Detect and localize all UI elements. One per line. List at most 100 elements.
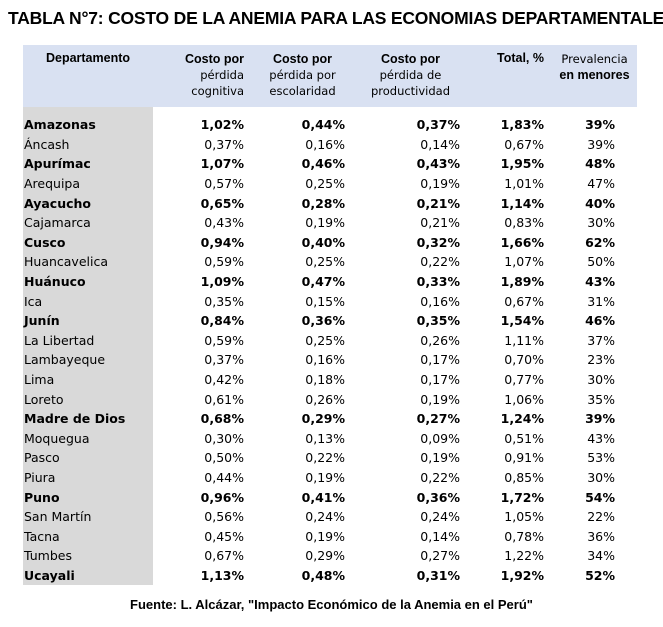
cell-prevalencia: 30% [587, 215, 615, 231]
cell-prevalencia: 40% [585, 195, 615, 211]
cell-departamento: Ica [23, 291, 153, 311]
cell-costo-escolaridad: 0,25% [305, 176, 345, 192]
table-row: Huancavelica 0,59% 0,25% 0,22% 1,07% 50% [23, 252, 637, 272]
cell-costo-productividad: 0,22% [420, 254, 460, 270]
cell-costo-cognitiva: 1,09% [200, 274, 244, 290]
cell-prevalencia: 43% [585, 274, 615, 290]
cell-costo-escolaridad: 0,47% [301, 274, 345, 290]
cell-costo-escolaridad: 0,13% [305, 430, 345, 446]
cell-costo-escolaridad: 0,24% [305, 509, 345, 525]
table-row: Puno 0,96% 0,41% 0,36% 1,72% 54% [23, 487, 637, 507]
cell-departamento: Lambayeque [23, 350, 153, 370]
table-row: Tumbes 0,67% 0,29% 0,27% 1,22% 34% [23, 546, 637, 566]
cell-total: 1,83% [500, 117, 544, 133]
cell-departamento: Ucayali [23, 565, 153, 586]
cell-prevalencia: 50% [587, 254, 615, 270]
cell-costo-productividad: 0,17% [420, 352, 460, 368]
cell-costo-cognitiva: 0,84% [200, 313, 244, 329]
cell-costo-productividad: 0,21% [420, 215, 460, 231]
cell-costo-escolaridad: 0,28% [301, 195, 345, 211]
cell-costo-productividad: 0,43% [416, 156, 460, 172]
cell-costo-cognitiva: 0,42% [204, 372, 244, 388]
table-row: Junín 0,84% 0,36% 0,35% 1,54% 46% [23, 310, 637, 331]
cell-costo-escolaridad: 0,44% [301, 117, 345, 133]
cell-total: 1,22% [504, 548, 544, 564]
cell-costo-escolaridad: 0,29% [305, 548, 345, 564]
cell-costo-productividad: 0,27% [416, 411, 460, 427]
cell-departamento: Junín [23, 310, 153, 331]
cell-costo-productividad: 0,26% [420, 332, 460, 348]
table-body: Amazonas 1,02% 0,44% 0,37% 1,83% 39% Áncash 0,3… [23, 107, 637, 586]
cell-costo-cognitiva: 1,13% [200, 567, 244, 583]
cell-departamento: Apurímac [23, 154, 153, 174]
table-row: San Martín 0,56% 0,24% 0,24% 1,05% 22% [23, 506, 637, 527]
table-row: Pasco 0,50% 0,22% 0,19% 0,91% 53% [23, 448, 637, 468]
table-row: Ayacucho 0,65% 0,28% 0,21% 1,14% 40% [23, 193, 637, 213]
table-row: La Libertad 0,59% 0,25% 0,26% 1,11% 37% [23, 330, 637, 351]
header-departamento: Departamento [23, 45, 153, 107]
spacer-row [23, 107, 637, 115]
cell-costo-cognitiva: 0,59% [204, 254, 244, 270]
cell-prevalencia: 43% [587, 430, 615, 446]
cell-costo-escolaridad: 0,19% [305, 469, 345, 485]
table-row: Cusco 0,94% 0,40% 0,32% 1,66% 62% [23, 232, 637, 253]
cell-costo-cognitiva: 1,07% [200, 156, 244, 172]
cell-costo-productividad: 0,16% [420, 293, 460, 309]
cell-prevalencia: 46% [585, 313, 615, 329]
cell-departamento: Puno [23, 487, 153, 507]
cell-total: 0,85% [504, 469, 544, 485]
cell-prevalencia: 39% [587, 136, 615, 152]
cell-departamento: Amazonas [23, 115, 153, 135]
cell-costo-escolaridad: 0,16% [305, 136, 345, 152]
table-row: Ica 0,35% 0,15% 0,16% 0,67% 31% [23, 291, 637, 311]
table-row: Áncash 0,37% 0,16% 0,14% 0,67% 39% [23, 134, 637, 155]
cell-departamento: Moquegua [23, 428, 153, 449]
cell-total: 0,83% [504, 215, 544, 231]
cell-prevalencia: 30% [587, 469, 615, 485]
cell-costo-escolaridad: 0,16% [305, 352, 345, 368]
cell-costo-escolaridad: 0,15% [305, 293, 345, 309]
cell-prevalencia: 52% [585, 567, 615, 583]
table-row: Ucayali 1,13% 0,48% 0,31% 1,92% 52% [23, 565, 637, 586]
cell-prevalencia: 35% [587, 391, 615, 407]
cell-costo-productividad: 0,32% [416, 234, 460, 250]
cell-costo-cognitiva: 0,45% [204, 528, 244, 544]
source-note: Fuente: L. Alcázar, "Impacto Económico d… [130, 597, 533, 612]
cell-costo-cognitiva: 0,57% [204, 176, 244, 192]
cell-costo-productividad: 0,14% [420, 136, 460, 152]
cell-prevalencia: 54% [585, 489, 615, 505]
cell-costo-productividad: 0,21% [416, 195, 460, 211]
cell-costo-cognitiva: 0,65% [200, 195, 244, 211]
cell-costo-escolaridad: 0,29% [301, 411, 345, 427]
cell-total: 1,89% [500, 274, 544, 290]
table-row: Amazonas 1,02% 0,44% 0,37% 1,83% 39% [23, 115, 637, 135]
cell-total: 1,92% [500, 567, 544, 583]
cell-costo-escolaridad: 0,41% [301, 489, 345, 505]
cell-costo-escolaridad: 0,25% [305, 332, 345, 348]
cell-prevalencia: 22% [587, 509, 615, 525]
cell-departamento: Huancavelica [23, 252, 153, 272]
cell-prevalencia: 62% [585, 234, 615, 250]
cell-prevalencia: 37% [587, 332, 615, 348]
cell-costo-productividad: 0,36% [416, 489, 460, 505]
cell-prevalencia: 53% [587, 450, 615, 466]
cell-prevalencia: 36% [587, 528, 615, 544]
cell-costo-escolaridad: 0,25% [305, 254, 345, 270]
cell-total: 1,66% [500, 234, 544, 250]
cell-prevalencia: 39% [585, 117, 615, 133]
cell-prevalencia: 23% [587, 352, 615, 368]
cell-costo-cognitiva: 0,30% [204, 430, 244, 446]
header-row: Departamento Costo por pérdida cognitiva… [23, 45, 637, 107]
cell-departamento: Cusco [23, 232, 153, 253]
cell-costo-cognitiva: 0,94% [200, 234, 244, 250]
cell-prevalencia: 34% [587, 548, 615, 564]
cell-departamento: Cajamarca [23, 212, 153, 233]
cell-prevalencia: 47% [587, 176, 615, 192]
cell-departamento: Piura [23, 467, 153, 488]
cell-costo-productividad: 0,33% [416, 274, 460, 290]
cell-costo-productividad: 0,31% [416, 567, 460, 583]
cell-costo-productividad: 0,14% [420, 528, 460, 544]
cell-prevalencia: 39% [585, 411, 615, 427]
cell-costo-cognitiva: 0,67% [204, 548, 244, 564]
table-row: Huánuco 1,09% 0,47% 0,33% 1,89% 43% [23, 271, 637, 292]
